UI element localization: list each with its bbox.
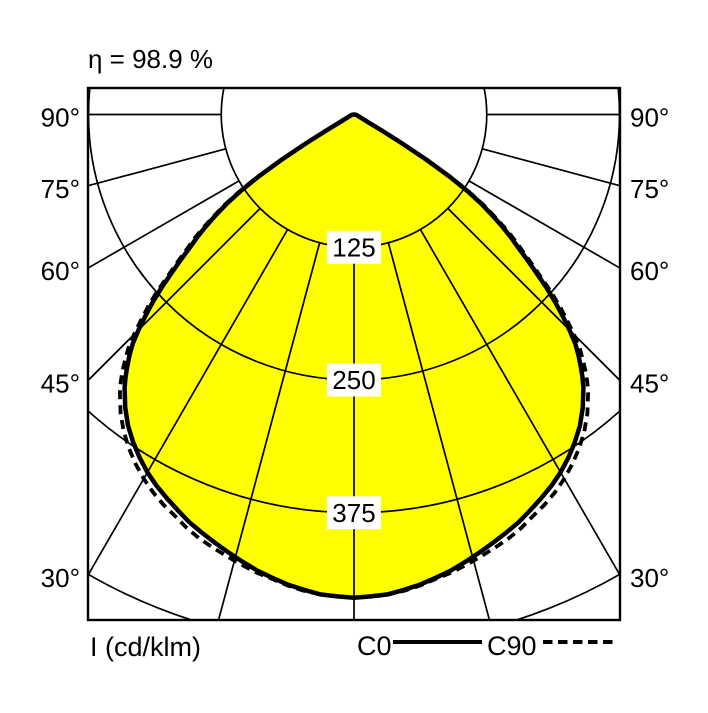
radial-label-box-375: [327, 496, 381, 530]
angle-tick-label-right-30: 30°: [630, 563, 669, 593]
grid-ray-left-15: [217, 242, 321, 620]
angle-tick-label-right-45: 45°: [630, 369, 669, 399]
grid-ray-left-30: [88, 229, 289, 577]
grid-ray-right-15: [387, 242, 491, 620]
radial-label-box-125: [327, 230, 381, 264]
radial-tick-label-125: 125: [332, 232, 375, 262]
angle-tick-label-left-45: 45°: [41, 369, 80, 399]
legend-c90-label: C90: [487, 631, 537, 661]
intensity-unit-label: I (cd/klm): [90, 632, 201, 662]
angle-tick-label-left-90: 90°: [41, 103, 80, 133]
grid-ray-left-45: [88, 207, 261, 382]
angle-tick-label-left-75: 75°: [41, 174, 80, 204]
grid-ray-left-60: [88, 180, 240, 270]
efficiency-label: η = 98.9 %: [88, 44, 213, 74]
legend: C0 C90: [357, 631, 618, 661]
angle-tick-label-left-60: 60°: [41, 256, 80, 286]
legend-c0-label: C0: [357, 631, 392, 661]
radial-label-box-250: [327, 363, 381, 397]
grid-ray-right-45: [447, 207, 620, 382]
radial-tick-label-375: 375: [332, 498, 375, 528]
grid-ray-right-30: [419, 229, 620, 577]
plot-border: [86, 86, 622, 622]
radial-tick-labels: 125 250 375: [327, 230, 381, 530]
angle-tick-label-right-75: 75°: [630, 174, 669, 204]
angle-tick-label-right-60: 60°: [630, 256, 669, 286]
angle-tick-label-left-30: 30°: [41, 563, 80, 593]
c0-curve-solid: [122, 112, 586, 600]
grid-ray-right-60: [468, 180, 620, 270]
angle-tick-label-right-90: 90°: [630, 103, 669, 133]
radial-tick-label-250: 250: [332, 365, 375, 395]
angle-tick-labels: 90° 90° 75° 75° 60° 60° 45° 45° 30° 30°: [41, 103, 670, 594]
